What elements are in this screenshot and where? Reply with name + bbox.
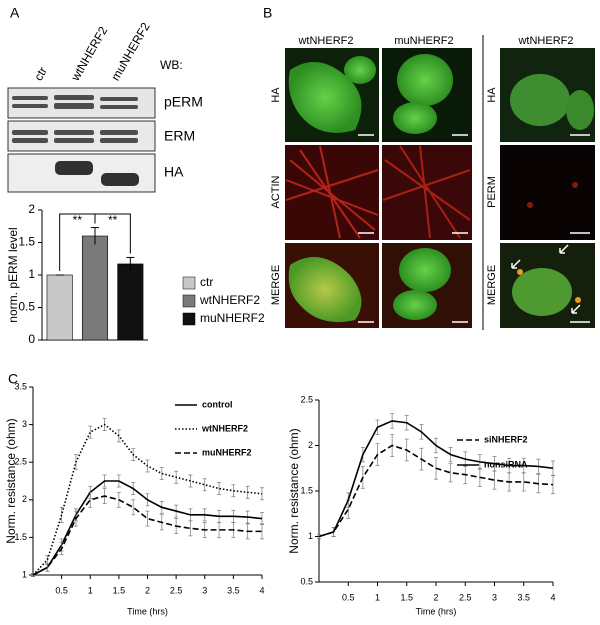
legend-label: siNHERF2 [484,434,528,444]
y-tick-label: 3.5 [14,381,27,391]
row-label: PERM [486,176,498,208]
y-tick-label: 2 [28,202,35,216]
significance-label: ** [108,213,118,227]
y-tick-label: 2.5 [14,457,27,467]
panel-label: C [8,371,18,387]
panel-label: B [263,5,272,21]
x-tick-label: 1 [375,592,380,602]
y-axis-label: Norm. resistance (ohm) [287,428,301,553]
x-tick-label: 4 [550,592,555,602]
y-tick-label: 3 [22,419,27,429]
x-tick-label: 1 [88,585,93,595]
x-tick-label: 2.5 [170,585,183,595]
x-tick-label: 2 [145,585,150,595]
y-tick-label: 0.5 [18,300,35,314]
row-label: MERGE [486,265,498,305]
legend-label: ctr [200,275,213,289]
legend-label: control [202,399,233,409]
legend-swatch [182,294,196,308]
lane-label: muNHERF2 [108,20,153,83]
y-tick-label: 0.5 [300,576,313,586]
legend-label: wtNHERF2 [199,293,260,307]
y-axis-label: norm. pERM level [6,227,20,322]
blot [7,87,156,193]
y-tick-label: 2 [22,494,27,504]
y-tick-label: 0 [28,332,35,346]
significance-label: ** [73,213,83,227]
panel-label: A [10,5,20,21]
series-line [32,423,263,576]
legend-label: nonsiRNA [484,459,528,469]
y-tick-label: 1.5 [300,485,313,495]
row-label: HA [486,87,498,103]
x-tick-label: 3 [202,585,207,595]
blot-row-label: pERM [164,94,203,110]
lane-label: ctr [31,65,50,84]
legend-label: wtNHERF2 [201,423,248,433]
series-line [318,444,554,538]
x-tick-label: 4 [259,585,264,595]
series-line [32,495,262,576]
x-axis-label: Time (hrs) [416,606,457,616]
y-tick-label: 2 [308,440,313,450]
legend-label: muNHERF2 [200,311,265,325]
y-tick-label: 1 [22,569,27,579]
bar [81,235,109,341]
y-tick-label: 1.5 [14,532,27,542]
row-label: MERGE [270,265,282,305]
y-axis-label: Norm. resistance (ohm) [4,418,18,543]
row-label: HA [270,87,282,103]
x-tick-label: 1.5 [113,585,126,595]
x-tick-label: 1.5 [400,592,413,602]
wb-label: WB: [160,58,183,72]
column-label: muNHERF2 [394,35,453,47]
y-tick-label: 2.5 [300,394,313,404]
column-label: wtNHERF2 [517,35,573,47]
x-tick-label: 3.5 [517,592,530,602]
bar [46,274,73,341]
legend-swatch [182,276,196,290]
series-line [318,420,554,538]
y-tick-label: 1 [28,267,35,281]
x-tick-label: 2.5 [459,592,472,602]
y-tick-label: 1 [308,531,313,541]
x-tick-label: 3.5 [227,585,240,595]
significance-bracket [94,213,131,254]
bar [117,263,144,341]
x-tick-label: 3 [492,592,497,602]
lane-label: wtNHERF2 [68,24,111,84]
x-tick-label: 2 [433,592,438,602]
row-label: ACTIN [270,175,282,208]
x-axis-label: Time (hrs) [127,606,168,616]
blot-row-label: ERM [164,128,195,144]
micrographs [285,48,595,328]
x-tick-label: 0.5 [55,585,68,595]
series-line [32,480,263,576]
blot-row-label: HA [164,164,184,180]
y-tick-label: 1.5 [18,235,35,249]
legend-label: muNHERF2 [202,447,252,457]
column-label: wtNHERF2 [297,35,353,47]
legend-swatch [182,312,196,326]
x-tick-label: 0.5 [342,592,355,602]
